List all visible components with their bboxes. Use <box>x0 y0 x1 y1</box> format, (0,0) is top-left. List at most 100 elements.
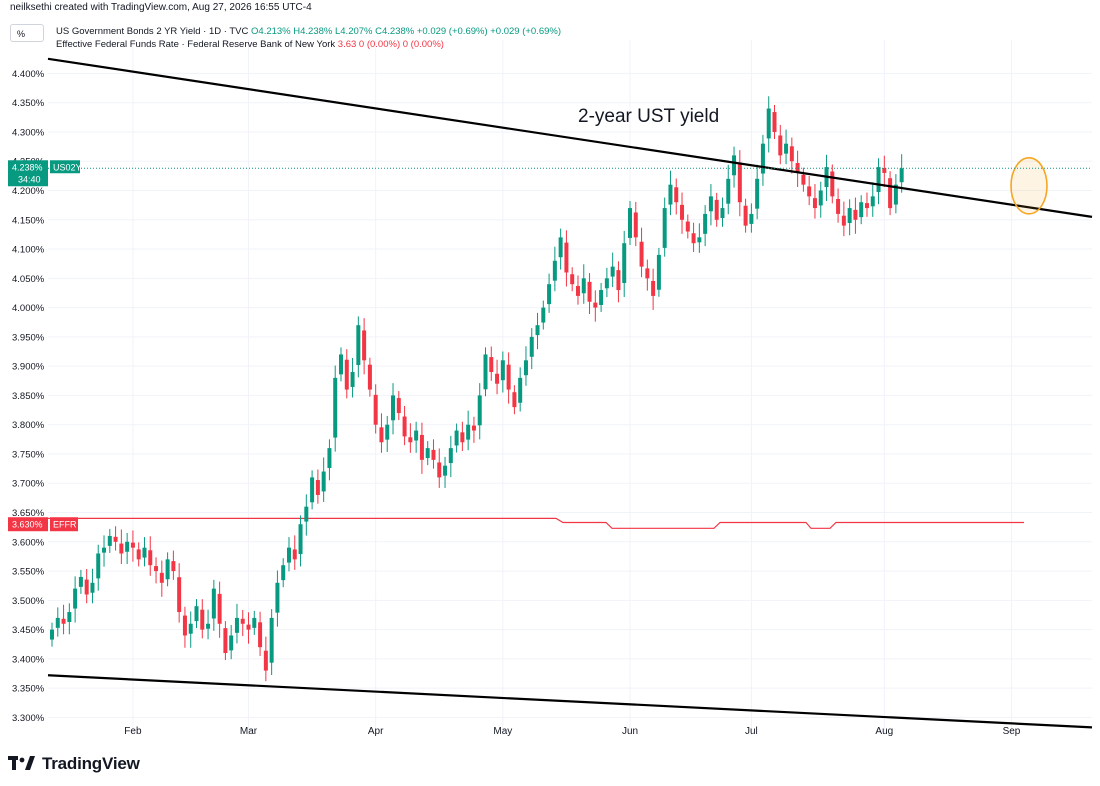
candle-body <box>425 448 430 459</box>
y-tick-label: 4.350% <box>12 98 45 109</box>
y-tick-label: 4.000% <box>12 303 45 314</box>
candle-body <box>500 360 505 381</box>
candle-body <box>194 606 199 622</box>
candle-body <box>587 281 592 302</box>
legend-us02y-title: US Government Bonds 2 YR Yield · 1D · TV… <box>56 26 249 37</box>
y-tick-label: 3.400% <box>12 654 45 665</box>
x-tick-label: Jul <box>745 726 758 737</box>
percent-scale-button[interactable]: % <box>10 24 44 42</box>
candle <box>471 416 476 443</box>
candle-body <box>807 186 812 197</box>
candle-body <box>674 187 679 203</box>
candle-body <box>622 243 627 284</box>
candle-body <box>171 561 176 572</box>
y-tick-label: 3.300% <box>12 713 45 724</box>
candle-body <box>385 424 390 440</box>
candle-body <box>651 280 656 296</box>
candle-body <box>656 254 661 290</box>
candle <box>269 609 274 675</box>
candle <box>171 550 176 580</box>
y-tick-label: 4.150% <box>12 215 45 226</box>
candle-body <box>593 302 598 308</box>
candle-body <box>252 617 257 628</box>
candle <box>888 171 893 216</box>
candle-body <box>419 434 424 460</box>
candle <box>581 264 586 304</box>
candle-body <box>327 448 332 469</box>
y-tick-label: 4.400% <box>12 69 45 80</box>
candle <box>350 357 355 398</box>
y-tick-label: 3.600% <box>12 537 45 548</box>
candle-body <box>888 178 893 209</box>
effr-series <box>48 517 1024 529</box>
legend-series-effr[interactable]: Effective Federal Funds Rate · Federal R… <box>56 39 444 50</box>
candle-body <box>275 582 280 613</box>
candle-body <box>55 617 60 628</box>
candle-body <box>570 274 575 285</box>
candle-body <box>188 623 193 634</box>
candle <box>547 273 552 313</box>
candle <box>448 435 453 478</box>
y-tick-label: 3.700% <box>12 479 45 490</box>
candle-body <box>321 471 326 492</box>
candle-body <box>668 184 673 205</box>
candle <box>321 457 326 502</box>
candle <box>674 178 679 215</box>
candle-body <box>495 373 500 384</box>
candle-body <box>610 266 615 277</box>
x-tick-label: Sep <box>1003 726 1021 737</box>
candle-body <box>142 547 147 558</box>
candle-body <box>899 168 904 183</box>
candle <box>755 164 760 220</box>
lower-trend-line <box>47 674 1093 729</box>
candle <box>558 228 563 270</box>
candle <box>229 624 234 660</box>
x-tick-label: Feb <box>124 726 142 737</box>
candle <box>142 537 147 567</box>
candle <box>107 528 112 553</box>
candle-body <box>50 629 54 640</box>
candle <box>876 158 881 205</box>
candle <box>206 609 211 640</box>
candle-body <box>477 395 482 426</box>
candle <box>841 201 846 237</box>
candle <box>495 359 500 395</box>
legend-series-us02y[interactable]: US Government Bonds 2 YR Yield · 1D · TV… <box>56 26 561 37</box>
candle <box>812 184 817 219</box>
candle-body <box>78 576 83 587</box>
candle-body <box>772 112 777 132</box>
candle <box>703 205 708 247</box>
candle-body <box>234 617 239 633</box>
candle-body <box>136 549 141 560</box>
candle <box>656 247 661 297</box>
candle-body <box>263 650 268 671</box>
candle-body <box>876 167 881 192</box>
candle-body <box>529 336 534 357</box>
candle-body <box>61 618 66 624</box>
candle <box>789 137 794 174</box>
candle-body <box>691 233 696 244</box>
candle-body <box>853 209 858 220</box>
candle <box>90 568 95 604</box>
candle <box>506 352 511 404</box>
candle <box>177 563 182 623</box>
candle-body <box>639 241 644 267</box>
last-price-value: 4.238% <box>12 162 43 172</box>
tradingview-brand[interactable]: TradingView <box>8 752 140 776</box>
candle-body <box>645 268 650 279</box>
candle <box>367 357 372 397</box>
candle-body <box>339 354 343 375</box>
y-tick-label: 4.200% <box>12 186 45 197</box>
candle <box>628 201 632 245</box>
y-tick-label: 3.500% <box>12 596 45 607</box>
candle <box>778 124 783 165</box>
trend-lines <box>47 57 1093 729</box>
candle-body <box>732 155 737 176</box>
candle-body <box>847 208 852 224</box>
candle-body <box>102 547 107 553</box>
candle <box>633 201 638 247</box>
candle-body <box>778 135 783 156</box>
candle <box>61 604 66 635</box>
candle <box>668 170 673 216</box>
